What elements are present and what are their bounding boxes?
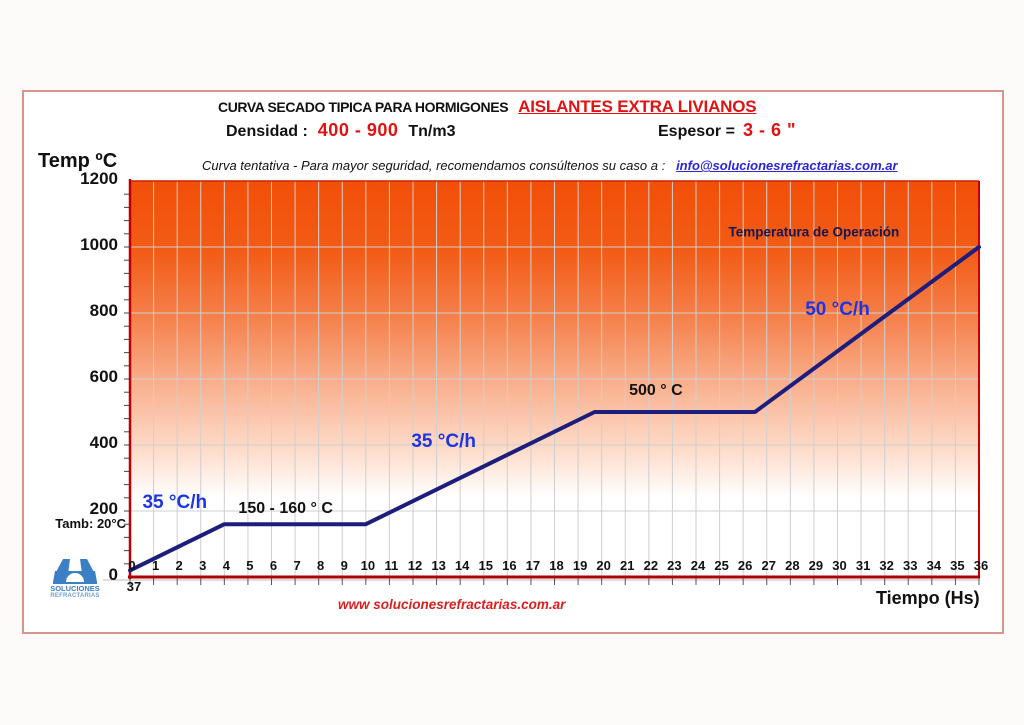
density-group: Densidad : 400 - 900 Tn/m3 bbox=[226, 120, 455, 141]
x-tick-label: 33 bbox=[903, 558, 918, 573]
x-tick-label: 14 bbox=[454, 558, 470, 573]
density-unit: Tn/m3 bbox=[408, 123, 456, 140]
temperature-curve bbox=[128, 245, 981, 573]
annotation-hold: 150 - 160 ° C bbox=[238, 500, 333, 518]
x-tick-label: 4 bbox=[222, 558, 230, 573]
x-tick-label: 18 bbox=[549, 558, 564, 573]
parameters-row: Densidad : 400 - 900 Tn/m3 Espesor = 3 -… bbox=[0, 120, 1024, 144]
title-red: AISLANTES EXTRA LIVIANOS bbox=[518, 97, 757, 116]
x-tick-label: 9 bbox=[340, 558, 348, 573]
x-tick-label: 2 bbox=[175, 558, 183, 573]
annotation-rate: 35 °C/h bbox=[411, 430, 476, 452]
x-tick-label: 31 bbox=[855, 558, 871, 573]
x-tick-label: 23 bbox=[667, 558, 682, 573]
annotation-hold: 500 ° C bbox=[629, 381, 683, 399]
x-tick-label: 5 bbox=[246, 558, 254, 573]
x-tick-label: 34 bbox=[926, 558, 942, 573]
x-tick-label: 20 bbox=[596, 558, 611, 573]
x-tick-label: 32 bbox=[879, 558, 894, 573]
x-tick-label: 24 bbox=[690, 558, 706, 573]
x-tick-label: 15 bbox=[478, 558, 493, 573]
x-tick-label: 11 bbox=[384, 558, 399, 573]
logo-text-line2: REFRACTARIAS bbox=[50, 593, 100, 599]
x-tick-label: 8 bbox=[317, 558, 325, 573]
company-logo: SOLUCIONES REFRACTARIAS bbox=[46, 558, 104, 600]
x-tick-label: 1 bbox=[151, 558, 160, 573]
thickness-label: Espesor = bbox=[658, 123, 735, 140]
logo-text-line1: SOLUCIONES bbox=[50, 584, 100, 593]
density-value: 400 - 900 bbox=[317, 120, 399, 140]
thickness-group: Espesor = 3 - 6 " bbox=[658, 120, 796, 141]
density-label: Densidad : bbox=[226, 123, 308, 140]
cooling-towers-logo-icon bbox=[53, 559, 97, 584]
y-axis-title: Temp ºC bbox=[38, 150, 118, 172]
x-tick-label: 7 bbox=[293, 558, 301, 573]
x-tick-label: 35 bbox=[950, 558, 965, 573]
chart-title: CURVA SECADO TIPICA PARA HORMIGONES AISL… bbox=[218, 97, 757, 117]
x-tick-label: 17 bbox=[525, 558, 541, 573]
y-tick-label: 600 bbox=[89, 367, 118, 386]
website-url: www solucionesrefractarias.com.ar bbox=[338, 597, 566, 612]
x-tick-label: 10 bbox=[360, 558, 376, 573]
plot-borders bbox=[128, 179, 980, 579]
y-tick-label: 800 bbox=[89, 301, 118, 320]
note-text: Curva tentativa - Para mayor seguridad, … bbox=[202, 158, 666, 173]
x-tick-label-wrapped: 37 bbox=[126, 579, 142, 594]
y-tick-label: 1000 bbox=[80, 235, 118, 254]
x-tick-label: 12 bbox=[407, 558, 423, 573]
drying-curve-line bbox=[128, 245, 981, 573]
x-tick-label: 29 bbox=[808, 558, 824, 573]
x-tick-label: 16 bbox=[502, 558, 517, 573]
x-tick-label: 22 bbox=[643, 558, 659, 573]
title-black: CURVA SECADO TIPICA PARA HORMIGONES bbox=[218, 99, 509, 115]
annotation-rate: 50 °C/h bbox=[805, 298, 870, 320]
x-tick-label: 3 bbox=[199, 558, 207, 573]
x-tick-label: 26 bbox=[737, 558, 753, 573]
y-tick-label: 200 bbox=[89, 499, 118, 518]
x-tick-label: 25 bbox=[714, 558, 729, 573]
x-tick-label: 19 bbox=[572, 558, 588, 573]
x-tick-label: 6 bbox=[269, 558, 278, 573]
gridlines bbox=[130, 181, 979, 577]
x-tick-label: 28 bbox=[785, 558, 800, 573]
x-tick-label: 21 bbox=[620, 558, 635, 573]
thickness-value: 3 - 6 " bbox=[742, 120, 796, 140]
contact-email-link[interactable]: info@solucionesrefractarias.com.ar bbox=[676, 158, 898, 173]
y-tick-label: 0 bbox=[108, 565, 118, 584]
annotation-op: Temperatura de Operación bbox=[728, 224, 900, 240]
advisory-note: Curva tentativa - Para mayor seguridad, … bbox=[202, 158, 898, 173]
x-tick-label: 30 bbox=[832, 558, 847, 573]
x-tick-label: 0 bbox=[128, 558, 136, 573]
y-tick-label: 400 bbox=[89, 433, 118, 452]
x-tick-label: 36 bbox=[973, 558, 989, 573]
x-axis-title: Tiempo (Hs) bbox=[876, 588, 980, 608]
y-tick-label: 1200 bbox=[80, 169, 118, 188]
x-tick-label: 13 bbox=[431, 558, 446, 573]
annotation-rate: 35 °C/h bbox=[142, 491, 208, 513]
ambient-temperature-label: Tamb: 20°C bbox=[55, 516, 126, 531]
x-tick-label: 27 bbox=[761, 558, 776, 573]
